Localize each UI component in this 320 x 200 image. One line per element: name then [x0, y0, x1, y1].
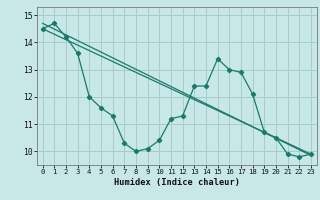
X-axis label: Humidex (Indice chaleur): Humidex (Indice chaleur): [114, 178, 240, 187]
